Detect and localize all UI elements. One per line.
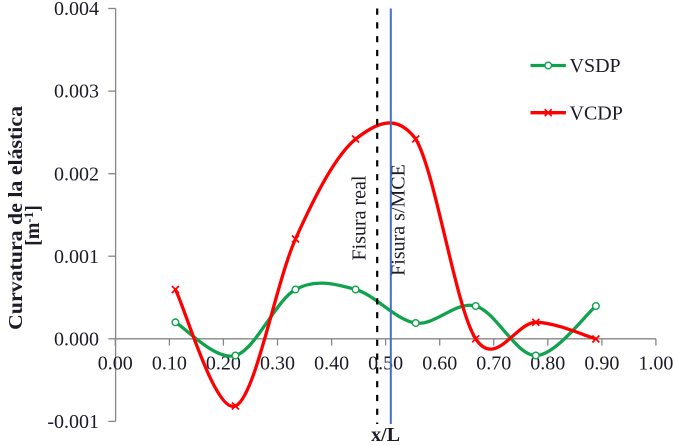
svg-text:0.30: 0.30 — [260, 353, 295, 375]
svg-text:0.00: 0.00 — [98, 353, 133, 375]
svg-text:Curvatura de la elástica: Curvatura de la elástica — [5, 106, 27, 330]
svg-text:0.50: 0.50 — [368, 353, 403, 375]
svg-text:0.90: 0.90 — [584, 353, 619, 375]
svg-text:0.002: 0.002 — [54, 163, 99, 185]
svg-text:1.00: 1.00 — [638, 353, 673, 375]
svg-text:[m-1]: [m-1] — [21, 205, 44, 246]
svg-text:VSDP: VSDP — [570, 55, 621, 77]
svg-text:0.40: 0.40 — [314, 353, 349, 375]
svg-text:0.80: 0.80 — [530, 353, 565, 375]
svg-text:0.001: 0.001 — [54, 246, 99, 268]
svg-text:VCDP: VCDP — [570, 102, 623, 124]
svg-text:x/L: x/L — [371, 424, 400, 445]
svg-text:Fisura s/MCE: Fisura s/MCE — [388, 164, 410, 276]
svg-text:0.004: 0.004 — [54, 0, 99, 20]
svg-text:0.10: 0.10 — [152, 353, 187, 375]
svg-text:0.70: 0.70 — [476, 353, 511, 375]
svg-text:0.60: 0.60 — [422, 353, 457, 375]
svg-text:-0.001: -0.001 — [47, 411, 99, 433]
svg-text:0.20: 0.20 — [206, 353, 241, 375]
svg-text:Fisura real: Fisura real — [349, 175, 371, 260]
svg-text:0.000: 0.000 — [54, 328, 99, 350]
svg-text:0.003: 0.003 — [54, 81, 99, 103]
